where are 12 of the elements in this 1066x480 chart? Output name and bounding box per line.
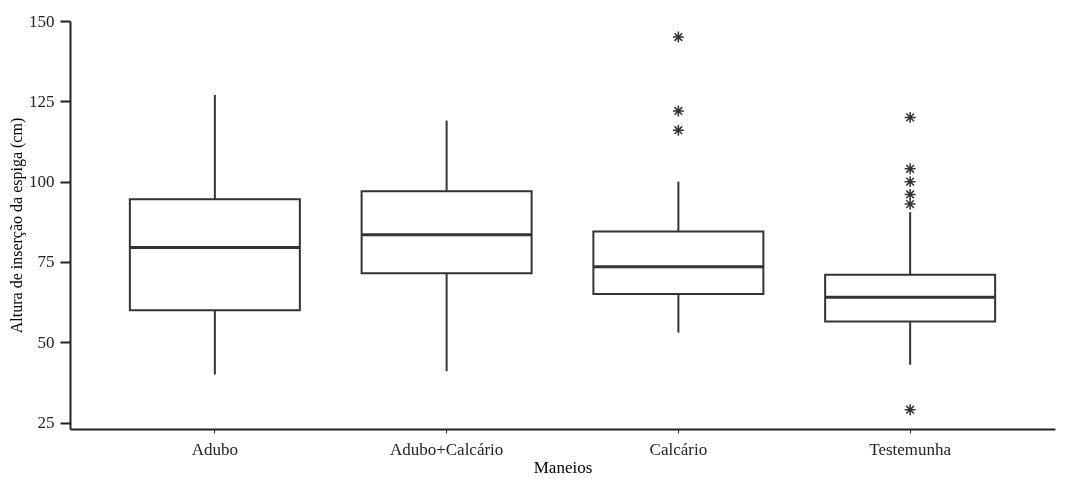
x-tick-label: Adubo bbox=[191, 439, 238, 459]
y-tick-label: 50 bbox=[37, 332, 55, 352]
y-tick-label: 125 bbox=[29, 91, 55, 111]
y-tick-label: 75 bbox=[37, 252, 55, 272]
y-tick-label: 150 bbox=[29, 11, 55, 31]
x-axis-title: Maneios bbox=[533, 457, 593, 477]
x-tick-label: Adubo+Calcário bbox=[389, 439, 504, 459]
x-tick-label: Testemunha bbox=[869, 439, 952, 459]
y-tick-label: 100 bbox=[29, 172, 55, 192]
y-axis-title: Altura de inserção da espiga (cm) bbox=[8, 117, 26, 334]
x-tick-label: Calcário bbox=[649, 439, 708, 459]
y-tick-label: 25 bbox=[37, 413, 55, 433]
